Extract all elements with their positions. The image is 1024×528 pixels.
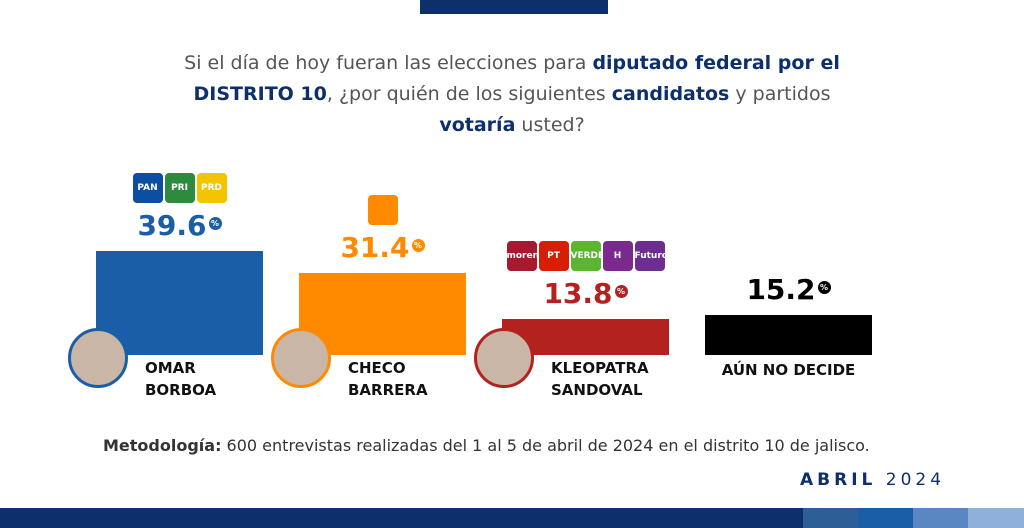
question-part: candidatos — [611, 83, 730, 105]
date: ABRIL 2024 — [800, 470, 945, 490]
footer-bar — [0, 508, 1024, 528]
candidate-photo — [474, 328, 534, 388]
candidate-name: CHECO BARRERA — [348, 359, 428, 399]
value-unit: % — [411, 238, 425, 252]
value-label: 31.4% — [299, 231, 466, 264]
question-part: y partidos — [729, 83, 831, 105]
bar — [299, 272, 466, 355]
party-logos: morenaPTVERDEHFuturo — [502, 240, 669, 275]
party-logo: PRD — [196, 173, 227, 203]
candidate-photo — [68, 328, 128, 388]
party-logo: PRI — [164, 173, 195, 203]
category-name: AÚN NO DECIDE — [721, 361, 856, 379]
party-logo — [367, 194, 398, 225]
question-part: , ¿por quién de los siguientes — [326, 83, 612, 105]
value-label: 39.6% — [96, 209, 263, 242]
party-logos: PAN PRI PRD — [96, 173, 263, 207]
party-logo: H — [602, 240, 633, 271]
value-text: 31.4 — [340, 230, 410, 264]
value-label: 13.8% — [502, 277, 669, 310]
party-logo: VERDE — [570, 240, 601, 271]
question-part: diputado federal por el DISTRITO 10 — [193, 52, 840, 105]
methodology: Metodología: 600 entrevistas realizadas … — [103, 436, 870, 455]
question-part: Si el día de hoy fueran las elecciones p… — [184, 52, 593, 74]
party-logo: Futuro — [634, 240, 665, 271]
value-text: 39.6 — [137, 209, 207, 242]
candidate-name: KLEOPATRA SANDOVAL — [551, 359, 649, 399]
question: Si el día de hoy fueran las elecciones p… — [172, 48, 852, 141]
date-year: 2024 — [885, 470, 946, 490]
footer-block — [968, 508, 1024, 528]
value-label: 15.2% — [705, 273, 872, 306]
value-unit: % — [817, 281, 831, 295]
candidate-photo — [271, 328, 331, 388]
party-logo: morena — [506, 240, 537, 271]
value-text: 15.2 — [746, 273, 816, 307]
party-logo: PT — [538, 240, 569, 271]
bar — [96, 251, 263, 355]
question-part: usted? — [515, 114, 585, 136]
top-bar — [420, 0, 608, 14]
methodology-text: 600 entrevistas realizadas del 1 al 5 de… — [221, 436, 870, 455]
question-part: votaría — [439, 114, 516, 136]
footer-block — [858, 508, 913, 528]
value-unit: % — [208, 217, 222, 230]
candidate-name: OMAR BORBOA — [145, 359, 217, 399]
date-month: ABRIL — [800, 470, 877, 490]
party-logos — [299, 194, 466, 229]
value-text: 13.8 — [543, 276, 613, 310]
footer-block — [913, 508, 968, 528]
footer-block — [803, 508, 858, 528]
party-logo: PAN — [132, 173, 163, 203]
methodology-label: Metodología: — [103, 436, 222, 455]
bar — [705, 315, 872, 355]
value-unit: % — [614, 284, 628, 298]
